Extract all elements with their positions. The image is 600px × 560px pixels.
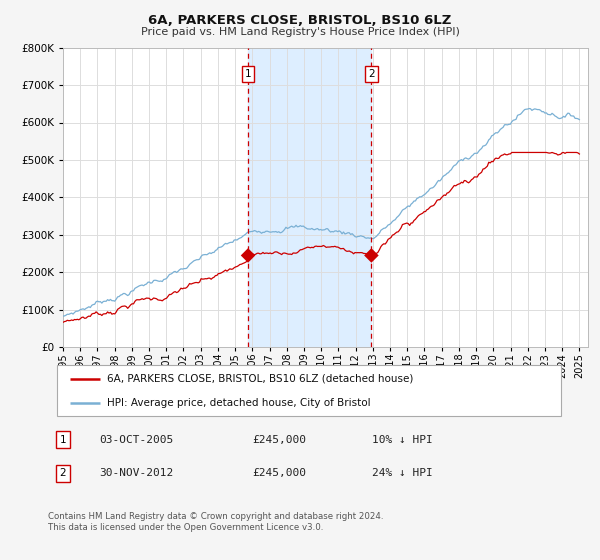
Text: 6A, PARKERS CLOSE, BRISTOL, BS10 6LZ: 6A, PARKERS CLOSE, BRISTOL, BS10 6LZ [148, 14, 452, 27]
Bar [248, 48, 371, 347]
Text: 10% ↓ HPI: 10% ↓ HPI [372, 435, 433, 445]
FancyBboxPatch shape [57, 365, 561, 416]
Text: 03-OCT-2005: 03-OCT-2005 [99, 435, 173, 445]
Text: £245,000: £245,000 [252, 468, 306, 478]
Text: 2: 2 [368, 69, 375, 79]
Point [367, 251, 376, 260]
Text: 1: 1 [245, 69, 251, 79]
Text: 30-NOV-2012: 30-NOV-2012 [99, 468, 173, 478]
Text: Price paid vs. HM Land Registry's House Price Index (HPI): Price paid vs. HM Land Registry's House … [140, 27, 460, 37]
Text: 2: 2 [59, 468, 67, 478]
Text: 6A, PARKERS CLOSE, BRISTOL, BS10 6LZ (detached house): 6A, PARKERS CLOSE, BRISTOL, BS10 6LZ (de… [107, 374, 414, 384]
Text: 1: 1 [59, 435, 67, 445]
Text: 24% ↓ HPI: 24% ↓ HPI [372, 468, 433, 478]
Text: £245,000: £245,000 [252, 435, 306, 445]
Text: HPI: Average price, detached house, City of Bristol: HPI: Average price, detached house, City… [107, 398, 371, 408]
Point [243, 251, 253, 260]
Text: Contains HM Land Registry data © Crown copyright and database right 2024.
This d: Contains HM Land Registry data © Crown c… [48, 512, 383, 532]
